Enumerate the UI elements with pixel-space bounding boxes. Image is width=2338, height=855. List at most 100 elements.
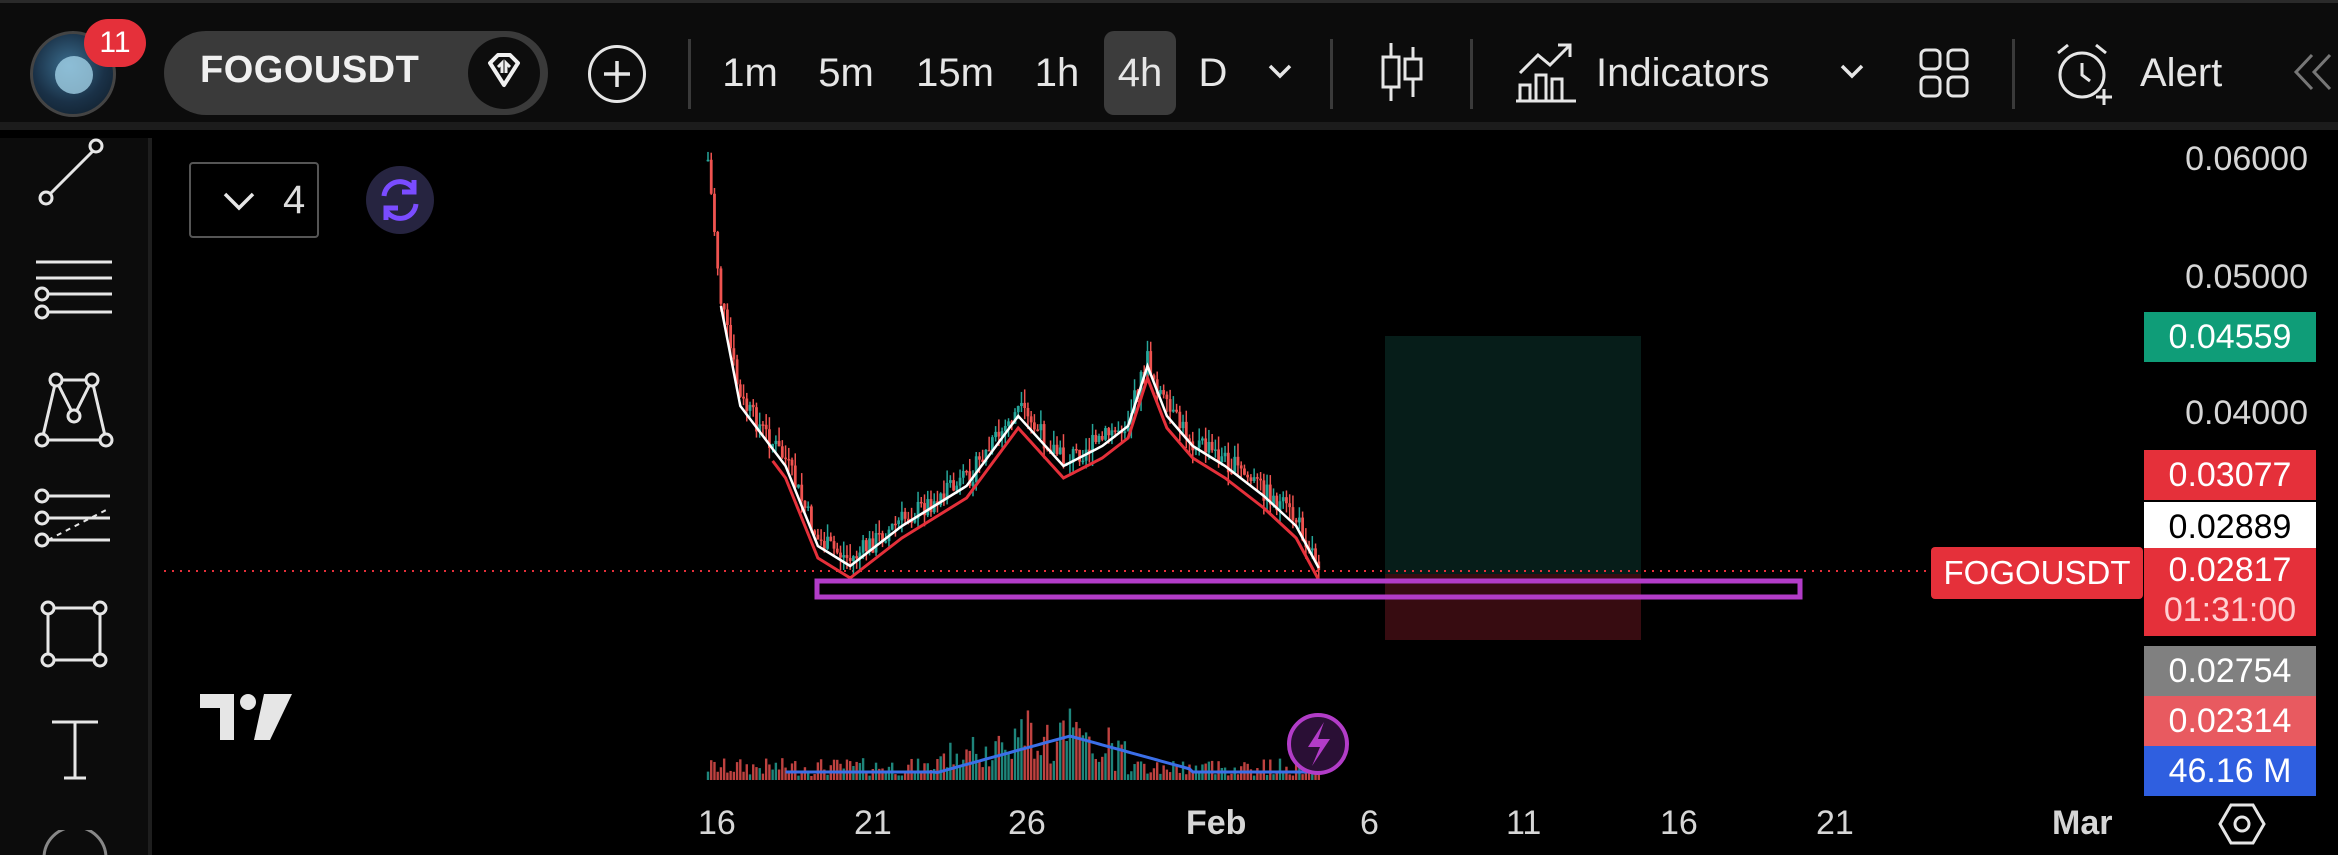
timeframe-5m[interactable]: 5m [818, 51, 874, 95]
layout-grid-icon[interactable] [1918, 47, 1970, 104]
candle [1016, 406, 1020, 413]
candle [1268, 484, 1272, 505]
text-icon[interactable] [48, 716, 102, 787]
candle [974, 456, 978, 483]
support-zone-rectangle[interactable] [814, 578, 1803, 600]
candle [877, 533, 881, 535]
horizontal-lines-icon[interactable] [34, 254, 114, 329]
candle [1281, 497, 1285, 502]
candle [1013, 412, 1017, 424]
candle [965, 471, 968, 473]
candle [903, 511, 907, 519]
volume-bar [1191, 772, 1194, 780]
volume-bar [1220, 767, 1224, 780]
candle [861, 540, 865, 553]
candle [848, 557, 852, 561]
volume-bar [1275, 772, 1278, 780]
volume-bar [920, 773, 923, 780]
volume-bar [1304, 769, 1308, 780]
indicator-series-toggle[interactable]: 4 [189, 162, 319, 238]
volume-bar [842, 768, 845, 780]
sync-button[interactable] [366, 166, 434, 234]
volume-bar [1081, 735, 1085, 780]
date-axis-label: Mar [2052, 804, 2113, 842]
lightning-marker-icon[interactable] [1287, 713, 1349, 775]
chart-settings-icon[interactable] [2218, 802, 2266, 851]
date-axis-label: 6 [1360, 804, 1379, 842]
volume-bar [823, 769, 826, 780]
volume-bar [913, 772, 917, 780]
chevron-down-icon[interactable] [1834, 53, 1870, 94]
price-chart[interactable] [164, 138, 2338, 855]
chevron-down-icon[interactable] [1262, 53, 1298, 94]
candle [1297, 517, 1301, 523]
date-axis-label: 21 [854, 804, 892, 842]
volume-bar [739, 759, 742, 780]
volume-bar [900, 775, 904, 780]
candlestick-chart-icon[interactable] [1380, 39, 1426, 110]
candle [900, 511, 904, 521]
candle [738, 384, 742, 397]
volume-bar [1104, 753, 1107, 780]
add-symbol-button[interactable] [588, 45, 646, 103]
volume-bar [939, 756, 942, 780]
volume-bar [1249, 769, 1253, 780]
candle [1036, 429, 1040, 431]
candle [1091, 434, 1094, 453]
timeframe-1m[interactable]: 1m [722, 51, 778, 95]
price-tag-target: 0.04559 [2144, 312, 2316, 362]
bar-countdown: 01:31:00 [2163, 591, 2297, 629]
candle [816, 534, 820, 540]
chart-canvas[interactable]: 0.06000 0.05000 0.04000 0.04559 0.03077 … [164, 138, 2338, 855]
exchange-token-icon[interactable] [468, 37, 540, 109]
candle [1104, 428, 1107, 440]
stop-zone[interactable] [1385, 574, 1641, 640]
candle [722, 303, 726, 310]
volume-bar [1062, 720, 1065, 780]
timeframe-1h[interactable]: 1h [1034, 51, 1080, 95]
trend-line-icon[interactable] [36, 138, 106, 213]
timeframe-4h[interactable]: 4h [1104, 31, 1176, 115]
candle [1165, 394, 1169, 400]
symbol-selector[interactable]: FOGOUSDT [164, 31, 548, 115]
indicators-button[interactable]: Indicators [1596, 51, 1770, 95]
candle [971, 482, 975, 486]
alarm-clock-icon[interactable] [2052, 41, 2118, 112]
divider [1470, 39, 1473, 109]
volume-bar [1311, 773, 1314, 780]
date-axis-label: 26 [1008, 804, 1046, 842]
candle [1110, 430, 1114, 436]
indicators-icon[interactable] [1516, 41, 1576, 108]
rectangle-icon[interactable] [38, 598, 110, 675]
volume-bar [813, 774, 816, 780]
collapse-toolbar-icon[interactable] [2290, 51, 2338, 98]
volume-bar [871, 768, 875, 780]
price-tag-last: 0.02817 01:31:00 [2144, 548, 2316, 636]
timeframe-15m[interactable]: 15m [916, 51, 994, 95]
timeframe-d[interactable]: D [1198, 51, 1228, 95]
pattern-icon[interactable] [34, 368, 114, 453]
candle [981, 459, 985, 463]
volume-bar [1004, 749, 1007, 780]
candle [771, 444, 775, 448]
candle [894, 523, 897, 526]
volume-bar [916, 758, 920, 780]
candle [1236, 456, 1240, 466]
alert-button[interactable]: Alert [2140, 51, 2223, 95]
more-tools-icon[interactable] [40, 825, 110, 855]
candle [806, 506, 810, 508]
volume-bar [1269, 759, 1272, 780]
candle [1314, 548, 1317, 562]
volume-bar [764, 758, 768, 780]
profit-zone[interactable] [1385, 336, 1641, 574]
volume-bar [1162, 765, 1165, 780]
fib-lines-icon[interactable] [34, 488, 114, 563]
volume-bar [952, 764, 955, 780]
volume-bar [1181, 761, 1185, 780]
volume-bar [716, 771, 719, 780]
volume-bar [1075, 721, 1078, 780]
candle [729, 324, 733, 349]
volume-bar [826, 774, 829, 780]
candle [742, 396, 745, 399]
volume-bar [1000, 742, 1004, 780]
